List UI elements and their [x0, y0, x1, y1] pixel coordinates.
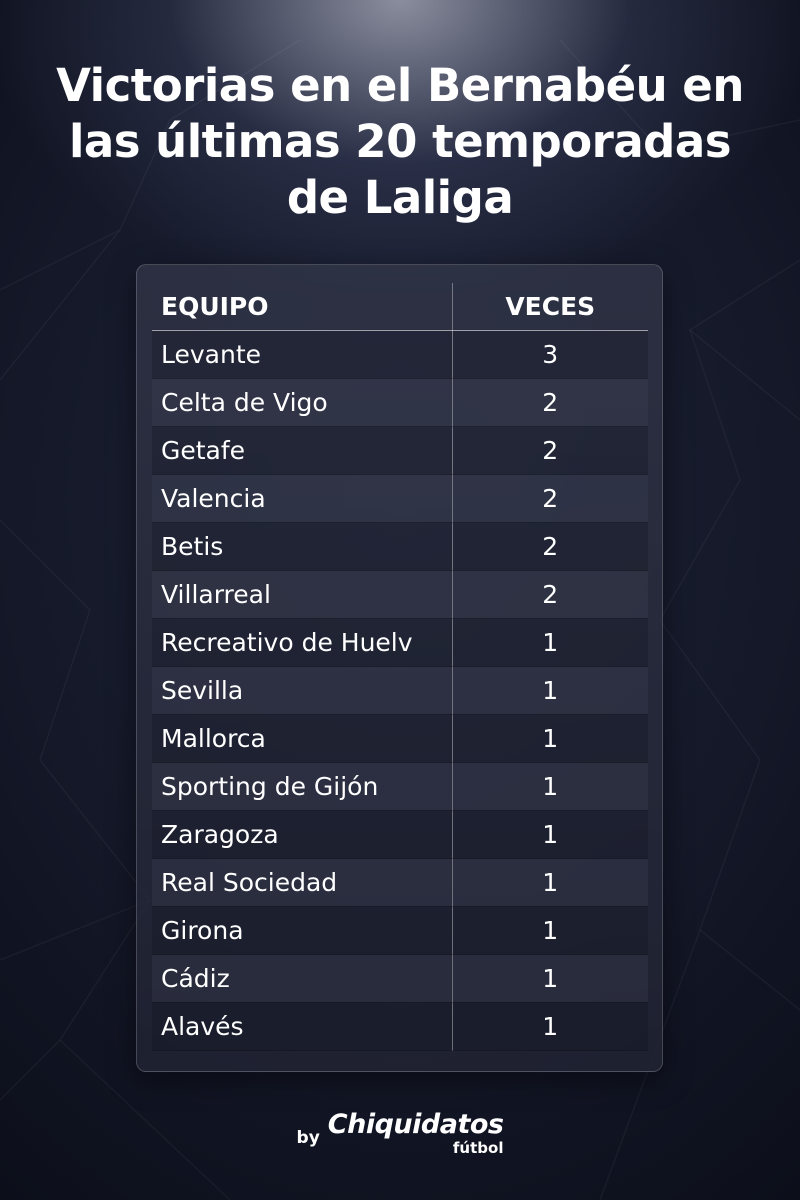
table-row: Cádiz 1 [152, 954, 648, 1003]
team-name: Valencia [152, 474, 453, 523]
team-name: Betis [152, 522, 453, 571]
table-row: Mallorca 1 [152, 714, 648, 763]
team-name: Alavés [152, 1002, 453, 1051]
win-count: 1 [452, 666, 648, 715]
table-header-row: EQUIPO VECES [152, 283, 648, 331]
team-name: Getafe [152, 426, 453, 475]
table-row: Levante 3 [152, 330, 648, 379]
win-count: 1 [452, 714, 648, 763]
win-count: 2 [452, 474, 648, 523]
win-count: 1 [452, 762, 648, 811]
table-row: Villarreal 2 [152, 570, 648, 619]
table-row: Alavés 1 [152, 1002, 648, 1051]
brand-logo: Chiquidatos fútbol [327, 1109, 504, 1157]
team-name: Real Sociedad [152, 858, 453, 907]
ranking-table: EQUIPO VECES Levante 3 Celta de Vigo 2 G… [152, 283, 648, 1051]
team-name: Recreativo de Huelv [152, 618, 453, 667]
win-count: 2 [452, 522, 648, 571]
team-name: Mallorca [152, 714, 453, 763]
win-count: 1 [452, 906, 648, 955]
win-count: 2 [452, 426, 648, 475]
brand-subname: fútbol [452, 1139, 504, 1157]
table-row: Valencia 2 [152, 474, 648, 523]
team-name: Celta de Vigo [152, 378, 453, 427]
team-name: Sevilla [152, 666, 453, 715]
team-name: Cádiz [152, 954, 453, 1003]
team-name: Levante [152, 330, 453, 379]
table-row: Getafe 2 [152, 426, 648, 475]
table-row: Celta de Vigo 2 [152, 378, 648, 427]
table-row: Betis 2 [152, 522, 648, 571]
table-row: Girona 1 [152, 906, 648, 955]
column-header-count: VECES [452, 283, 648, 331]
table-row: Sevilla 1 [152, 666, 648, 715]
table-row: Sporting de Gijón 1 [152, 762, 648, 811]
team-name: Zaragoza [152, 810, 453, 859]
win-count: 1 [452, 810, 648, 859]
team-name: Girona [152, 906, 453, 955]
ranking-table-card: EQUIPO VECES Levante 3 Celta de Vigo 2 G… [136, 264, 663, 1072]
page-title: Victorias en el Bernabéu en las últimas … [56, 59, 744, 224]
column-header-team: EQUIPO [152, 283, 453, 331]
team-name: Sporting de Gijón [152, 762, 453, 811]
table-row: Real Sociedad 1 [152, 858, 648, 907]
brand-footer: by Chiquidatos fútbol [0, 1110, 800, 1170]
win-count: 1 [452, 858, 648, 907]
table-row: Recreativo de Huelv 1 [152, 618, 648, 667]
win-count: 2 [452, 570, 648, 619]
win-count: 1 [452, 954, 648, 1003]
team-name: Villarreal [152, 570, 453, 619]
brand-name: Chiquidatos [327, 1109, 504, 1140]
win-count: 1 [452, 1002, 648, 1051]
win-count: 2 [452, 378, 648, 427]
win-count: 1 [452, 618, 648, 667]
table-row: Zaragoza 1 [152, 810, 648, 859]
win-count: 3 [452, 330, 648, 379]
brand-by-label: by [296, 1128, 320, 1148]
